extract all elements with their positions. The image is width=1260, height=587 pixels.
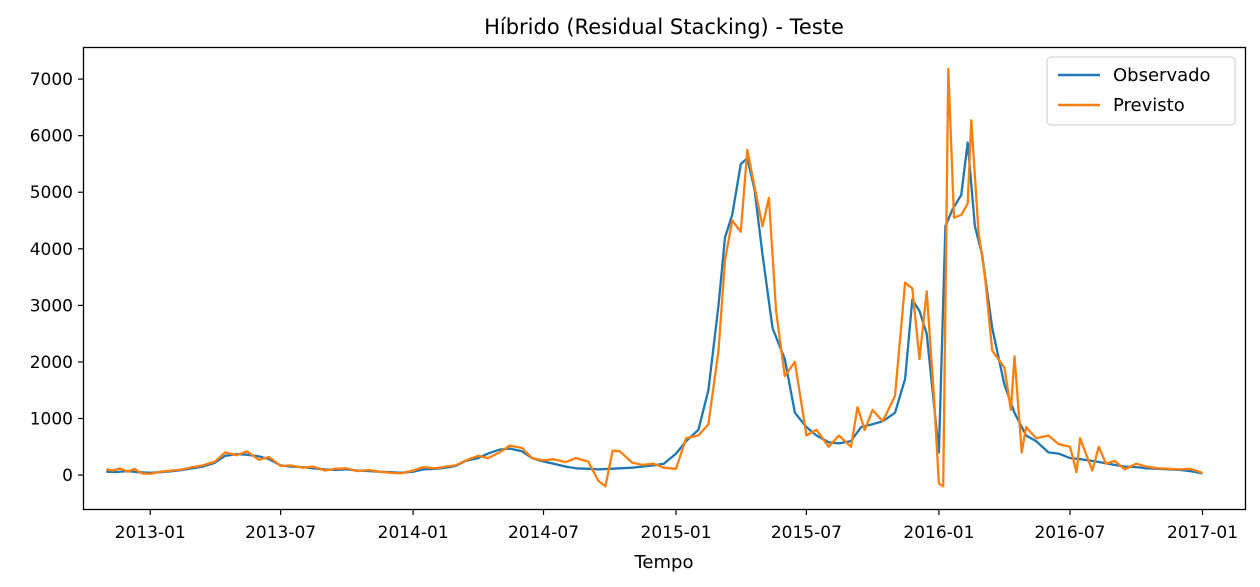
legend-label-previsto: Previsto bbox=[1113, 95, 1185, 116]
y-tick-label: 5000 bbox=[30, 183, 73, 203]
x-axis: 2013-01 2013-07 2014-01 2014-07 2015-01 2015-… bbox=[115, 509, 1238, 543]
series-line-observado bbox=[106, 141, 1203, 475]
legend-label-observado: Observado bbox=[1113, 65, 1211, 86]
x-axis-label: Tempo bbox=[634, 552, 694, 573]
x-tick-label: 2015-07 bbox=[771, 523, 842, 543]
y-tick-label: 6000 bbox=[30, 127, 73, 147]
x-tick-label: 2013-07 bbox=[245, 523, 316, 543]
y-tick-label: 4000 bbox=[30, 240, 73, 260]
plot-area bbox=[106, 67, 1203, 488]
x-tick-label: 2016-07 bbox=[1034, 523, 1105, 543]
legend: Observado Previsto bbox=[1046, 56, 1236, 126]
x-tick-label: 2017-01 bbox=[1167, 523, 1238, 543]
y-tick-label: 0 bbox=[62, 466, 73, 486]
x-tick-label: 2015-01 bbox=[641, 523, 712, 543]
axes-frame bbox=[82, 46, 1247, 511]
y-tick-label: 7000 bbox=[30, 70, 73, 90]
x-tick-label: 2014-07 bbox=[508, 523, 579, 543]
series-line-previsto bbox=[106, 67, 1203, 488]
x-tick-label: 2016-01 bbox=[903, 523, 974, 543]
y-axis: 0 1000 2000 3000 4000 5000 6000 7000 bbox=[30, 70, 84, 486]
x-tick-label: 2013-01 bbox=[115, 523, 186, 543]
chart-title: Híbrido (Residual Stacking) - Teste bbox=[484, 15, 844, 39]
y-tick-label: 3000 bbox=[30, 296, 73, 316]
y-tick-label: 2000 bbox=[30, 353, 73, 373]
x-tick-label: 2014-01 bbox=[378, 523, 449, 543]
y-tick-label: 1000 bbox=[30, 409, 73, 429]
